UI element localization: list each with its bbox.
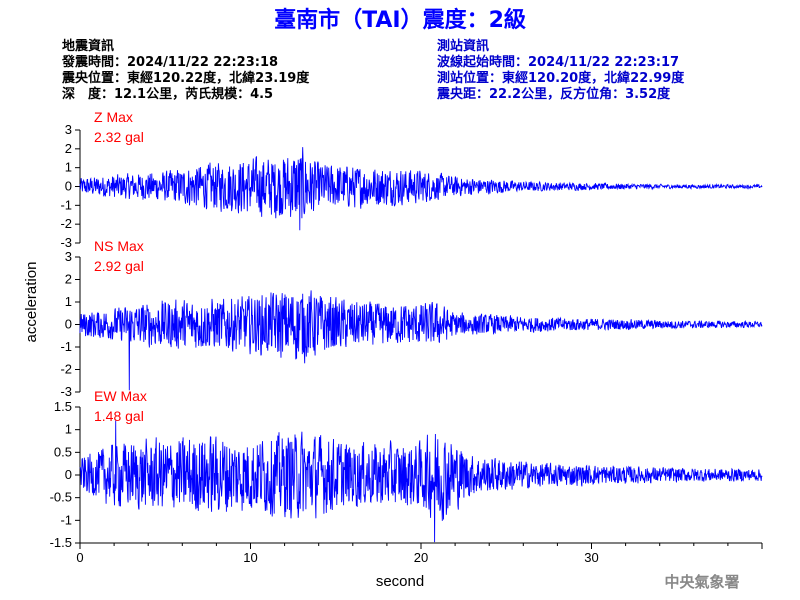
y-tick-label: 0.5 <box>54 444 72 459</box>
y-axis-label: acceleration <box>23 262 40 343</box>
x-tick-label: 10 <box>243 550 257 565</box>
y-tick-label: -1 <box>60 512 72 527</box>
waveform-z <box>79 147 763 231</box>
x-tick-label: 0 <box>76 550 83 565</box>
max-label-title: Z Max <box>94 109 133 125</box>
max-label-value: 1.48 gal <box>94 408 144 424</box>
trace-panels: 3 2 1 0 -1 -2 -3 Z Max 2.32 gal 3 2 1 0 -1 -2 -3 NS Max 2… <box>50 109 763 550</box>
station-info-block: 測站資訊 波線起始時間：2024/11/22 22:23:17 測站位置：東經1… <box>436 38 685 102</box>
panel-ew: 1.5 1 0.5 0 -0.5 -1 -1.5 EW Max 1.48 gal <box>50 388 763 550</box>
y-tick-label: 2 <box>65 141 72 156</box>
station-epicentral-distance: 震央距：22.2公里，反方位角：3.52度 <box>436 86 671 102</box>
y-tick-label: -0.5 <box>50 490 72 505</box>
quake-info-block: 地震資訊 發震時間：2024/11/22 22:23:18 震央位置：東經120… <box>61 38 310 102</box>
y-tick-label: 0 <box>65 317 72 332</box>
station-start-time: 波線起始時間：2024/11/22 22:23:17 <box>437 54 679 70</box>
y-tick-label: 3 <box>65 249 72 264</box>
panel-ns: 3 2 1 0 -1 -2 -3 NS Max 2.92 gal <box>60 238 763 399</box>
waveform-ew <box>79 420 763 543</box>
quake-depth-magnitude: 深 度：12.1公里，芮氏規模：4.5 <box>62 86 273 102</box>
y-tick-label: 3 <box>65 122 72 137</box>
x-tick-label: 20 <box>414 550 428 565</box>
station-location: 測站位置：東經120.20度，北緯22.99度 <box>437 70 685 86</box>
quake-info-heading: 地震資訊 <box>62 38 114 54</box>
y-tick-label: -2 <box>60 362 72 377</box>
y-tick-label: -3 <box>60 235 72 250</box>
y-tick-label: 1 <box>65 422 72 437</box>
max-label-value: 2.92 gal <box>94 258 144 274</box>
quake-epicenter: 震央位置：東經120.22度，北緯23.19度 <box>61 70 310 86</box>
y-tick-label: 1 <box>65 294 72 309</box>
agency-credit: 中央氣象署 <box>664 573 739 591</box>
y-tick-label: 1.5 <box>54 399 72 414</box>
station-info-heading: 測站資訊 <box>437 38 489 54</box>
y-tick-label: 1 <box>65 160 72 175</box>
x-axis: 0 10 20 30 <box>76 542 763 565</box>
y-tick-label: 0 <box>65 179 72 194</box>
max-label-value: 2.32 gal <box>94 129 144 145</box>
y-tick-label: 2 <box>65 272 72 287</box>
y-tick-label: -1 <box>60 339 72 354</box>
y-tick-label: -1.5 <box>50 535 72 550</box>
y-tick-label: -2 <box>60 216 72 231</box>
waveform-ns <box>79 290 763 391</box>
x-tick-label: 30 <box>584 550 598 565</box>
y-tick-label: -3 <box>60 384 72 399</box>
x-axis-label: second <box>376 573 424 590</box>
quake-origin-time: 發震時間：2024/11/22 22:23:18 <box>61 54 278 70</box>
y-tick-label: 0 <box>65 467 72 482</box>
y-tick-label: -1 <box>60 197 72 212</box>
panel-z: 3 2 1 0 -1 -2 -3 Z Max 2.32 gal <box>60 109 763 250</box>
chart-title: 臺南市（TAI）震度：2級 <box>274 7 526 33</box>
max-label-title: NS Max <box>94 238 144 254</box>
max-label-title: EW Max <box>94 388 147 404</box>
